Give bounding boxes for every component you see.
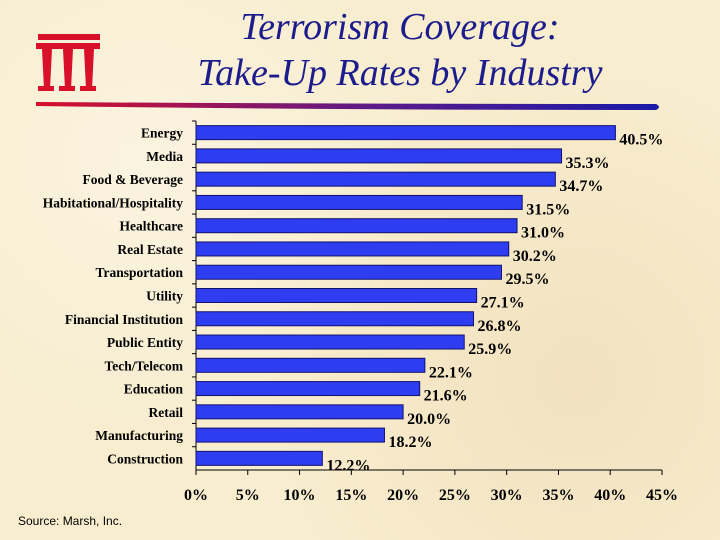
title-underline <box>36 102 659 110</box>
data-label: 31.0% <box>521 225 565 242</box>
category-label: Food & Beverage <box>83 172 183 187</box>
bar <box>195 264 502 280</box>
category-label: Retail <box>149 405 184 420</box>
bar <box>195 241 510 257</box>
x-tick-label: 35% <box>542 487 574 504</box>
bar <box>195 450 323 466</box>
bar <box>195 334 465 350</box>
data-label: 31.5% <box>526 201 570 218</box>
category-label: Utility <box>146 289 183 304</box>
page-title: Terrorism Coverage: Take-Up Rates by Ind… <box>130 4 670 96</box>
category-label: Energy <box>141 126 183 141</box>
data-label: 29.5% <box>505 271 549 288</box>
data-label: 22.1% <box>429 364 473 381</box>
category-label: Media <box>146 149 183 164</box>
category-label: Real Estate <box>117 242 183 257</box>
data-label: 18.2% <box>388 434 432 451</box>
category-label: Construction <box>107 451 183 466</box>
data-label: 30.2% <box>513 248 557 265</box>
x-tick-label: 40% <box>594 487 626 504</box>
bar <box>195 381 421 397</box>
title-line-1: Terrorism Coverage: <box>240 6 560 48</box>
data-label: 26.8% <box>478 318 522 335</box>
x-tick-label: 5% <box>236 487 260 504</box>
category-label: Habitational/Hospitality <box>43 195 184 210</box>
data-label: 35.3% <box>566 155 610 172</box>
bar <box>195 357 426 373</box>
bar <box>195 218 518 234</box>
category-label: Tech/Telecom <box>105 358 184 373</box>
data-label: 34.7% <box>559 178 603 195</box>
data-label: 20.0% <box>407 411 451 428</box>
data-label: 27.1% <box>481 295 525 312</box>
x-tick-label: 10% <box>284 487 316 504</box>
bar <box>195 171 556 187</box>
bar <box>195 404 404 420</box>
data-label: 25.9% <box>468 341 512 358</box>
category-label: Public Entity <box>107 335 183 350</box>
bar <box>195 427 385 443</box>
x-tick-label: 45% <box>646 487 678 504</box>
iii-logo-icon <box>36 34 100 91</box>
bar <box>195 125 616 141</box>
bar <box>195 311 475 327</box>
data-label: 12.2% <box>326 457 370 474</box>
x-tick-label: 20% <box>387 487 419 504</box>
data-label: 21.6% <box>424 388 468 405</box>
bar <box>195 194 523 210</box>
x-tick-label: 15% <box>335 487 367 504</box>
source-note: Source: Marsh, Inc. <box>18 514 123 528</box>
title-line-2: Take-Up Rates by Industry <box>197 52 603 94</box>
data-label: 40.5% <box>619 132 663 149</box>
x-tick-label: 30% <box>491 487 523 504</box>
bar <box>195 288 478 303</box>
category-label: Financial Institution <box>65 312 184 327</box>
category-label: Education <box>124 382 184 397</box>
x-tick-label: 0% <box>184 487 208 504</box>
category-label: Healthcare <box>120 219 183 234</box>
category-label: Transportation <box>95 265 183 280</box>
category-label: Manufacturing <box>95 428 183 443</box>
x-tick-label: 25% <box>439 487 471 504</box>
bar <box>195 148 563 164</box>
